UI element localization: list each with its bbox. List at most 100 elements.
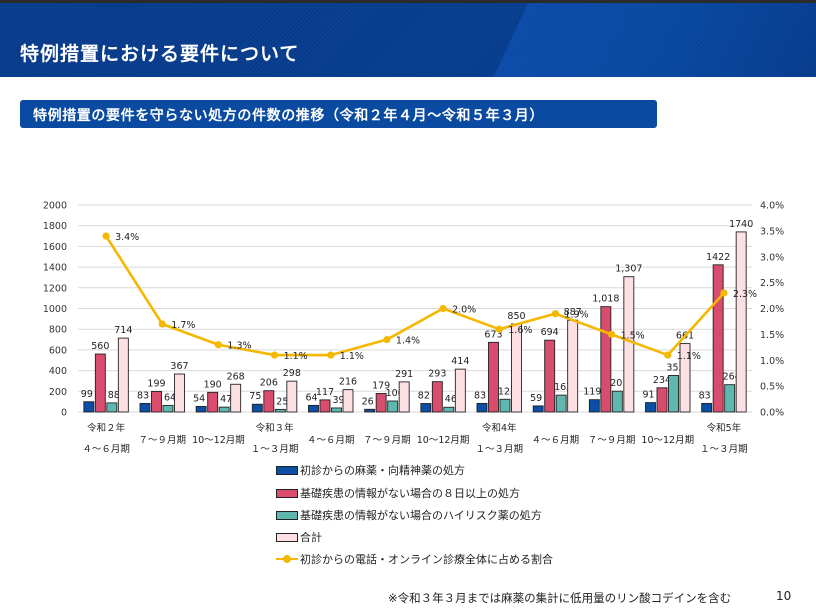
y-tick-label: 800 [49, 325, 67, 336]
bar-data-label: 353 [666, 362, 684, 373]
bar-data-label: 75 [249, 391, 261, 402]
bar [207, 391, 219, 413]
line-data-label: 1.1% [284, 351, 308, 362]
line-marker [439, 304, 447, 313]
x-tick-label: ４～６月期 [307, 435, 355, 446]
bar-data-label: 123 [498, 386, 516, 397]
x-tick-label: ７～９月期 [588, 435, 636, 446]
y-tick-label: 1600 [43, 242, 67, 253]
line-marker [327, 351, 335, 359]
bar [195, 405, 207, 413]
bar-data-label: 25 [276, 396, 288, 407]
bar [588, 399, 600, 413]
top-strip [0, 0, 816, 3]
line-data-label: 2.3% [733, 289, 757, 300]
bar-data-label: 714 [114, 325, 132, 336]
line-data-label: 1.1% [340, 351, 364, 362]
bar-data-label: 83 [137, 390, 149, 401]
bar-data-label: 83 [474, 390, 486, 401]
y2-tick-label: 0.0% [760, 408, 784, 419]
bar-data-label: 1,307 [615, 264, 642, 275]
line-marker [102, 232, 110, 240]
line-data-label: 2.0% [452, 305, 476, 316]
x-tick-label: １～３月期 [475, 444, 523, 455]
x-tick-label: ７～９月期 [138, 435, 186, 446]
bar [511, 323, 522, 413]
bar-data-label: 179 [372, 380, 390, 391]
y-tick-label: 2000 [43, 201, 67, 212]
bar [342, 389, 354, 413]
line-marker [607, 330, 616, 338]
bar [308, 404, 319, 413]
legend-label: 初診からの麻薬・向精神薬の処方 [300, 464, 465, 477]
bar-data-label: 106 [386, 388, 404, 399]
bar-data-label: 201 [610, 378, 628, 389]
y2-tick-label: 3.5% [760, 226, 784, 237]
y-tick-label: 1800 [43, 221, 67, 232]
legend-label: 合計 [300, 531, 322, 544]
legend-swatch-8days [276, 489, 298, 498]
bar [567, 319, 579, 413]
bar [623, 276, 635, 413]
line-marker [720, 289, 728, 297]
bar [83, 401, 95, 413]
bar [151, 390, 162, 413]
bar-data-label: 293 [428, 369, 446, 380]
y-tick-label: 1400 [43, 263, 67, 274]
y-tick-label: 1000 [43, 304, 67, 315]
line-data-label: 1.1% [677, 351, 701, 362]
y-tick-label: 200 [49, 387, 67, 398]
bar-data-label: 64 [164, 392, 176, 403]
bar [611, 390, 623, 413]
bar [174, 373, 185, 413]
legend-label: 初診からの電話・オンライン診療全体に占める割合 [300, 553, 553, 566]
bar [331, 407, 342, 413]
bar-data-label: 291 [395, 369, 413, 380]
bar-data-label: 82 [418, 391, 430, 402]
bar-data-label: 264 [723, 372, 741, 383]
line-data-label: 1.3% [227, 341, 251, 352]
footnote: ※令和３年３月までは麻薬の集計に低用量のリン酸コデインを含む [388, 591, 732, 605]
bar-data-label: 91 [642, 390, 654, 401]
bar-data-label: 206 [260, 378, 278, 389]
bar [555, 394, 567, 413]
bar-data-label: 1740 [729, 219, 753, 230]
bar [94, 353, 106, 413]
bar [398, 381, 410, 413]
bar-data-label: 1422 [706, 252, 730, 263]
bar [600, 306, 612, 413]
bar-data-label: 59 [530, 393, 542, 404]
bar [286, 380, 298, 413]
y2-tick-label: 1.5% [760, 330, 784, 341]
legend-label: 基礎疾患の情報がない場合のハイリスク薬の処方 [300, 509, 542, 522]
bar-data-label: 99 [81, 389, 93, 400]
bar-data-label: 46 [445, 394, 457, 405]
bar [364, 408, 376, 413]
bar [679, 343, 691, 413]
line-data-label: 1.4% [396, 336, 420, 347]
bar-data-label: 268 [227, 371, 245, 382]
y-tick-label: 1200 [43, 283, 67, 294]
bar [724, 384, 736, 413]
y2-tick-label: 4.0% [760, 201, 784, 212]
bar-data-label: 216 [339, 377, 357, 388]
bar [162, 404, 174, 413]
bar [106, 402, 118, 413]
bar-data-label: 234 [653, 375, 671, 386]
line-data-label: 3.4% [115, 232, 139, 243]
y2-tick-label: 1.0% [760, 356, 784, 367]
line-data-label: 1.9% [564, 310, 588, 321]
bar [476, 402, 488, 413]
bar [420, 403, 432, 413]
bar-data-label: 298 [283, 368, 301, 379]
bar-data-label: 694 [541, 327, 559, 338]
y-tick-label: 0 [61, 408, 67, 419]
bar [443, 406, 455, 413]
chart-title: 特例措置の要件を守らない処方の件数の推移（令和２年４月～令和５年３月） [33, 108, 544, 124]
bar [499, 398, 511, 413]
bar [645, 402, 656, 413]
legend-label: 基礎疾患の情報がない場合の８日以上の処方 [300, 487, 520, 500]
bar-data-label: 673 [484, 329, 502, 340]
slide-title: 特例措置における要件について [20, 43, 300, 65]
bar [218, 406, 230, 413]
